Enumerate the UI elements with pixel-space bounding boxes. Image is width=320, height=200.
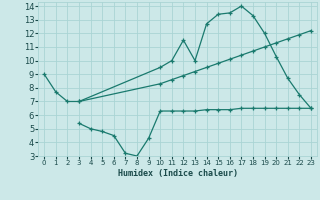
X-axis label: Humidex (Indice chaleur): Humidex (Indice chaleur) [118, 169, 238, 178]
